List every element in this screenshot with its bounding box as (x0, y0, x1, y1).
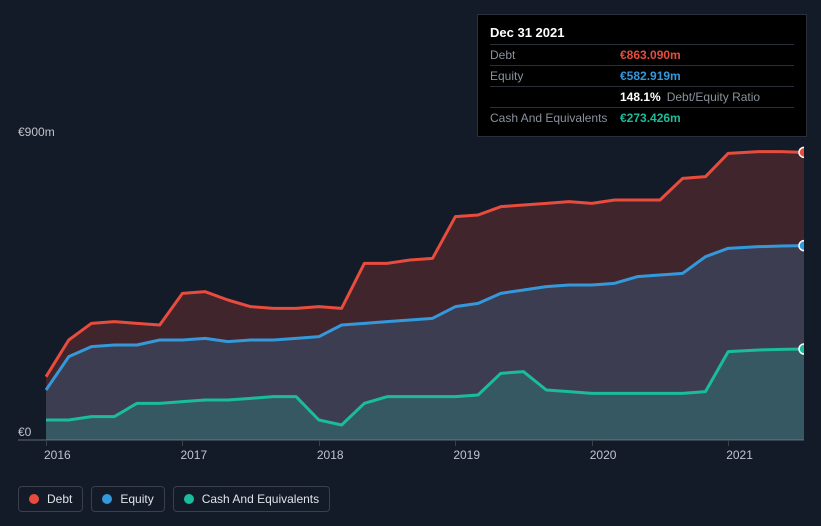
tooltip-label (490, 90, 620, 104)
end-marker (799, 241, 804, 251)
tooltip-label: Debt (490, 48, 620, 62)
x-axis-label: 2016 (44, 448, 71, 462)
legend-swatch-icon (29, 494, 39, 504)
end-marker (799, 344, 804, 354)
legend-item[interactable]: Equity (91, 486, 164, 512)
tooltip-label: Equity (490, 69, 620, 83)
tooltip-row: Cash And Equivalents€273.426m (490, 107, 794, 128)
tooltip-row: Debt€863.090m (490, 44, 794, 65)
tooltip-value: €582.919m (620, 69, 681, 83)
tooltip-panel: Dec 31 2021 Debt€863.090mEquity€582.919m… (477, 14, 807, 137)
legend-swatch-icon (184, 494, 194, 504)
x-axis-label: 2019 (453, 448, 480, 462)
tooltip-date: Dec 31 2021 (490, 23, 794, 44)
x-axis-label: 2021 (726, 448, 753, 462)
tooltip-label: Cash And Equivalents (490, 111, 620, 125)
legend-swatch-icon (102, 494, 112, 504)
legend-item[interactable]: Debt (18, 486, 83, 512)
tooltip-row: 148.1%Debt/Equity Ratio (490, 86, 794, 107)
legend-label: Debt (47, 492, 72, 506)
chart-area[interactable] (18, 140, 804, 440)
end-marker (799, 147, 804, 157)
y-axis-label: €900m (18, 125, 55, 139)
x-axis-label: 2020 (590, 448, 617, 462)
x-axis-label: 2018 (317, 448, 344, 462)
legend-item[interactable]: Cash And Equivalents (173, 486, 330, 512)
tooltip-value: €273.426m (620, 111, 681, 125)
tooltip-value: €863.090m (620, 48, 681, 62)
legend-label: Cash And Equivalents (202, 492, 319, 506)
legend-label: Equity (120, 492, 153, 506)
tooltip-row: Equity€582.919m (490, 65, 794, 86)
tooltip-sub: Debt/Equity Ratio (667, 90, 760, 104)
x-axis-label: 2017 (180, 448, 207, 462)
tooltip-value: 148.1%Debt/Equity Ratio (620, 90, 760, 104)
legend: Debt Equity Cash And Equivalents (18, 486, 330, 512)
